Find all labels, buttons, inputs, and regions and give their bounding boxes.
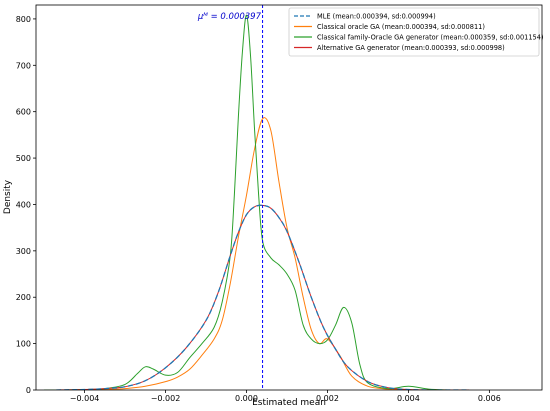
- y-axis: 0 100 200 300 400 500 600 700 800: [16, 15, 36, 395]
- x-tick-label: 0.002: [316, 394, 339, 403]
- y-tick-label: 600: [16, 108, 31, 117]
- x-axis: −0.004 −0.002 0.000 0.002 0.004 0.006: [70, 390, 501, 403]
- legend-box: [288, 7, 540, 57]
- y-tick-label: 200: [16, 293, 31, 302]
- y-tick-label: 400: [16, 200, 31, 209]
- y-tick-label: 500: [16, 154, 31, 163]
- legend-entry: Classical family-Oracle GA generator (me…: [317, 33, 544, 41]
- legend-entry: Alternative GA generator (mean:0.000393,…: [317, 44, 505, 52]
- legend: MLE (mean:0.000394, sd:0.000994) Classica…: [288, 7, 544, 57]
- plot-frame: [35, 4, 543, 391]
- series-line-3: [44, 14, 449, 390]
- y-axis-label: Density: [3, 179, 13, 214]
- x-tick-label: −0.004: [70, 394, 100, 403]
- y-tick-label: 300: [16, 247, 31, 256]
- x-tick-label: 0.006: [478, 394, 501, 403]
- y-tick-label: 0: [26, 386, 31, 395]
- x-tick-label: 0.000: [235, 394, 258, 403]
- x-axis-label: Estimated mean: [252, 398, 326, 408]
- legend-entry: Classical oracle GA (mean:0.000394, sd:0…: [317, 23, 485, 31]
- series-line-1: [56, 204, 470, 390]
- mean-annotation: μᴹ = 0.000397: [197, 12, 262, 22]
- y-tick-label: 100: [16, 340, 31, 349]
- y-tick-label: 700: [16, 61, 31, 70]
- series-layer: [44, 14, 470, 390]
- series-line-2: [84, 117, 409, 390]
- legend-entry: MLE (mean:0.000394, sd:0.000994): [317, 12, 436, 20]
- x-tick-label: 0.004: [397, 394, 420, 403]
- x-tick-label: −0.002: [151, 394, 181, 403]
- y-tick-label: 800: [16, 15, 31, 24]
